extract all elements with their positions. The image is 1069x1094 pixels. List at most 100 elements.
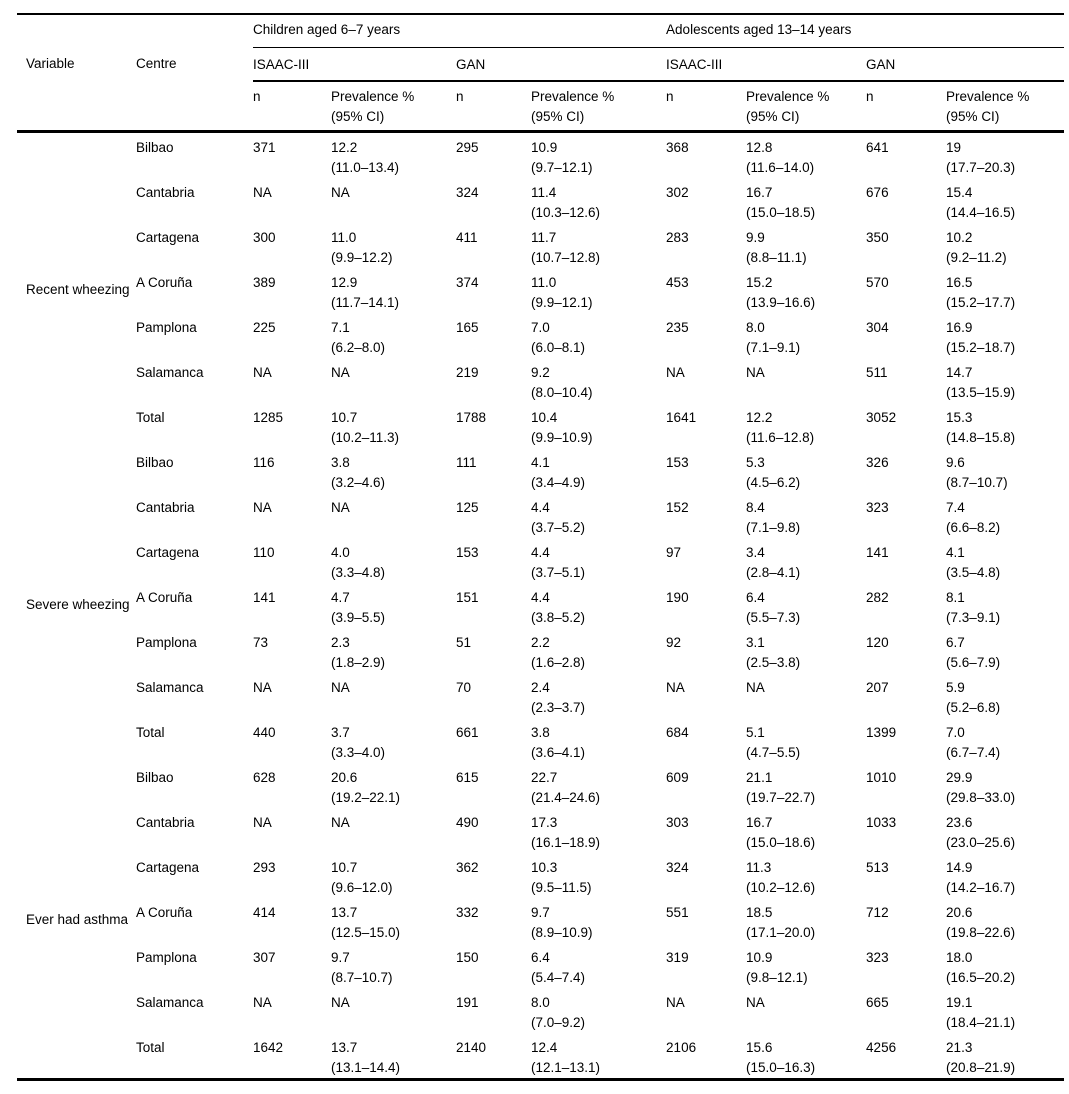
- header-n: n: [666, 81, 747, 133]
- centre-cell: Pamplona: [136, 949, 197, 965]
- header-row-measures: n Prevalence % (95% CI) n Prevalence % (…: [17, 81, 1065, 133]
- n-cell: 1642: [253, 1039, 284, 1055]
- centre-cell: Cantabria: [136, 184, 195, 200]
- header-prevalence: Prevalence % (95% CI): [331, 81, 456, 133]
- header-age-group-children: Children aged 6–7 years: [253, 14, 667, 48]
- n-cell: 440: [253, 724, 276, 740]
- n-cell: 153: [456, 544, 479, 560]
- centre-cell: Cartagena: [136, 859, 200, 875]
- n-cell: 235: [666, 319, 689, 335]
- centre-cell: Cantabria: [136, 814, 195, 830]
- n-cell: 319: [666, 949, 689, 965]
- prevalence-cell: NA: [331, 814, 350, 830]
- n-cell: NA: [253, 364, 272, 380]
- prevalence-cell: 15.2 (13.9–16.6): [746, 274, 816, 310]
- prevalence-cell: NA: [331, 499, 350, 515]
- n-cell: NA: [253, 679, 272, 695]
- n-cell: 513: [866, 859, 889, 875]
- prevalence-cell: 2.4 (2.3–3.7): [531, 679, 586, 715]
- prevalence-cell: 15.4 (14.4–16.5): [946, 184, 1016, 220]
- n-cell: 92: [666, 634, 682, 650]
- centre-cell: Cartagena: [136, 229, 200, 245]
- n-cell: 120: [866, 634, 889, 650]
- n-cell: 282: [866, 589, 889, 605]
- prevalence-cell: 17.3 (16.1–18.9): [531, 814, 601, 850]
- prevalence-cell: 12.4 (12.1–13.1): [531, 1039, 601, 1075]
- table-row: Cantabria NA NA 125 4.4 (3.7–5.2) 152 8.…: [17, 493, 1064, 538]
- n-cell: 641: [866, 139, 889, 155]
- table-row: Total 1285 10.7 (10.2–11.3) 1788 10.4 (9…: [17, 403, 1064, 448]
- centre-cell: Bilbao: [136, 139, 174, 155]
- prevalence-cell: NA: [331, 184, 350, 200]
- table-row: Pamplona 73 2.3 (1.8–2.9) 51 2.2 (1.6–2.…: [17, 628, 1064, 673]
- header-prevalence: Prevalence % (95% CI): [746, 81, 867, 133]
- n-cell: 97: [666, 544, 682, 560]
- header-prevalence: Prevalence % (95% CI): [946, 81, 1065, 133]
- n-cell: 570: [866, 274, 889, 290]
- prevalence-cell: 11.7 (10.7–12.8): [531, 229, 601, 265]
- prevalence-cell: 9.2 (8.0–10.4): [531, 364, 593, 400]
- prevalence-cell: 19.1 (18.4–21.1): [946, 994, 1016, 1030]
- prevalence-cell: NA: [746, 364, 765, 380]
- table-row: Total 440 3.7 (3.3–4.0) 661 3.8 (3.6–4.1…: [17, 718, 1064, 763]
- n-cell: 1033: [866, 814, 897, 830]
- centre-cell: Cartagena: [136, 544, 200, 560]
- prevalence-cell: 12.8 (11.6–14.0): [746, 139, 815, 175]
- n-cell: 151: [456, 589, 479, 605]
- n-cell: 1010: [866, 769, 897, 785]
- prevalence-cell: 2.3 (1.8–2.9): [331, 634, 386, 670]
- n-cell: 116: [253, 454, 275, 470]
- n-cell: 141: [866, 544, 889, 560]
- n-cell: 1285: [253, 409, 284, 425]
- prevalence-cell: 16.7 (15.0–18.5): [746, 184, 816, 220]
- prevalence-cell: 14.7 (13.5–15.9): [946, 364, 1016, 400]
- table-row: Total 1642 13.7 (13.1–14.4) 2140 12.4 (1…: [17, 1033, 1064, 1080]
- prevalence-cell: 5.9 (5.2–6.8): [946, 679, 1001, 715]
- n-cell: 293: [253, 859, 276, 875]
- header-study-gan-children: GAN: [456, 47, 667, 82]
- prevalence-cell: 10.9 (9.8–12.1): [746, 949, 808, 985]
- prevalence-cell: 8.0 (7.1–9.1): [746, 319, 801, 355]
- n-cell: 295: [456, 139, 479, 155]
- header-spacer: [17, 14, 253, 47]
- n-cell: 374: [456, 274, 479, 290]
- variable-cell: Recent wheezing: [26, 282, 130, 297]
- n-cell: 300: [253, 229, 276, 245]
- n-cell: 111: [456, 454, 477, 470]
- centre-cell: Total: [136, 409, 165, 425]
- n-cell: 676: [866, 184, 889, 200]
- prevalence-cell: 3.8 (3.2–4.6): [331, 454, 386, 490]
- prevalence-cell: 12.2 (11.6–12.8): [746, 409, 815, 445]
- n-cell: 665: [866, 994, 889, 1010]
- centre-cell: Total: [136, 1039, 165, 1055]
- prevalence-cell: 7.1 (6.2–8.0): [331, 319, 386, 355]
- prevalence-cell: 10.2 (9.2–11.2): [946, 229, 1007, 265]
- n-cell: 125: [456, 499, 479, 515]
- header-n: n: [866, 81, 947, 133]
- n-cell: 1399: [866, 724, 897, 740]
- prevalence-cell: 12.9 (11.7–14.1): [331, 274, 400, 310]
- prevalence-cell: 4.1 (3.4–4.9): [531, 454, 586, 490]
- n-cell: 4256: [866, 1039, 897, 1055]
- prevalence-cell: 8.4 (7.1–9.8): [746, 499, 801, 535]
- prevalence-cell: NA: [331, 679, 350, 695]
- n-cell: 307: [253, 949, 276, 965]
- n-cell: NA: [253, 814, 272, 830]
- prevalence-cell: NA: [746, 679, 765, 695]
- table-body: Recent wheezing Bilbao 371 12.2 (11.0–13…: [17, 131, 1064, 1079]
- n-cell: 191: [456, 994, 479, 1010]
- n-cell: 304: [866, 319, 889, 335]
- prevalence-cell: 8.1 (7.3–9.1): [946, 589, 1001, 625]
- n-cell: 684: [666, 724, 689, 740]
- prevalence-cell: 20.6 (19.2–22.1): [331, 769, 401, 805]
- centre-cell: Salamanca: [136, 364, 204, 380]
- header-n: n: [253, 81, 331, 133]
- header-row-age-groups: Children aged 6–7 years Adolescents aged…: [17, 14, 1065, 48]
- centre-cell: Bilbao: [136, 454, 174, 470]
- prevalence-cell: 18.0 (16.5–20.2): [946, 949, 1016, 985]
- table-row: Ever had asthma Bilbao 628 20.6 (19.2–22…: [17, 763, 1064, 928]
- prevalence-cell: 16.5 (15.2–17.7): [946, 274, 1016, 310]
- n-cell: 1788: [456, 409, 487, 425]
- n-cell: 225: [253, 319, 276, 335]
- prevalence-cell: 13.7 (13.1–14.4): [331, 1039, 401, 1075]
